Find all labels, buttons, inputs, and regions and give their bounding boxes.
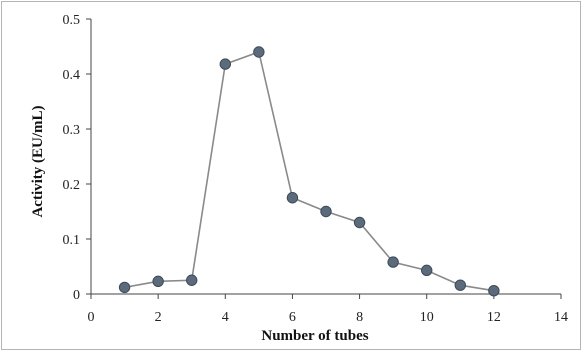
y-tick-label: 0.3 — [63, 123, 81, 138]
y-tick-label: 0 — [73, 288, 80, 303]
ticks — [86, 18, 562, 299]
x-axis-title: Number of tubes — [261, 328, 368, 344]
y-axis-title: Activity (EU/mL) — [30, 105, 46, 217]
x-tick-label: 2 — [155, 310, 162, 325]
y-tick-label: 0.5 — [63, 13, 81, 28]
axes — [90, 19, 561, 295]
y-tick-label: 0.4 — [63, 68, 81, 83]
data-point — [219, 58, 231, 70]
tick-labels: 0 0.1 0.2 0.3 0.4 0.5 0 2 4 6 8 10 12 14 — [63, 13, 569, 325]
x-tick-label: 10 — [420, 310, 434, 325]
series-line — [124, 50, 494, 292]
data-point — [118, 281, 131, 294]
x-tick-label: 6 — [289, 310, 296, 325]
data-point — [387, 256, 399, 268]
data-points — [118, 46, 500, 297]
data-point — [152, 275, 164, 288]
x-tick-label: 0 — [88, 310, 95, 325]
data-point — [421, 264, 433, 277]
data-point — [320, 205, 332, 218]
series-line-group — [124, 50, 494, 292]
data-point — [353, 216, 366, 229]
x-tick-label: 12 — [487, 310, 501, 325]
y-tick-label: 0.2 — [63, 178, 81, 193]
data-point — [488, 285, 500, 297]
data-point — [454, 279, 466, 291]
data-point — [186, 274, 198, 286]
x-tick-label: 8 — [356, 310, 363, 325]
x-tick-label: 14 — [554, 310, 568, 325]
y-tick-label: 0.1 — [63, 233, 81, 248]
x-tick-label: 4 — [222, 310, 229, 325]
data-point — [286, 192, 299, 204]
data-point — [253, 46, 265, 58]
